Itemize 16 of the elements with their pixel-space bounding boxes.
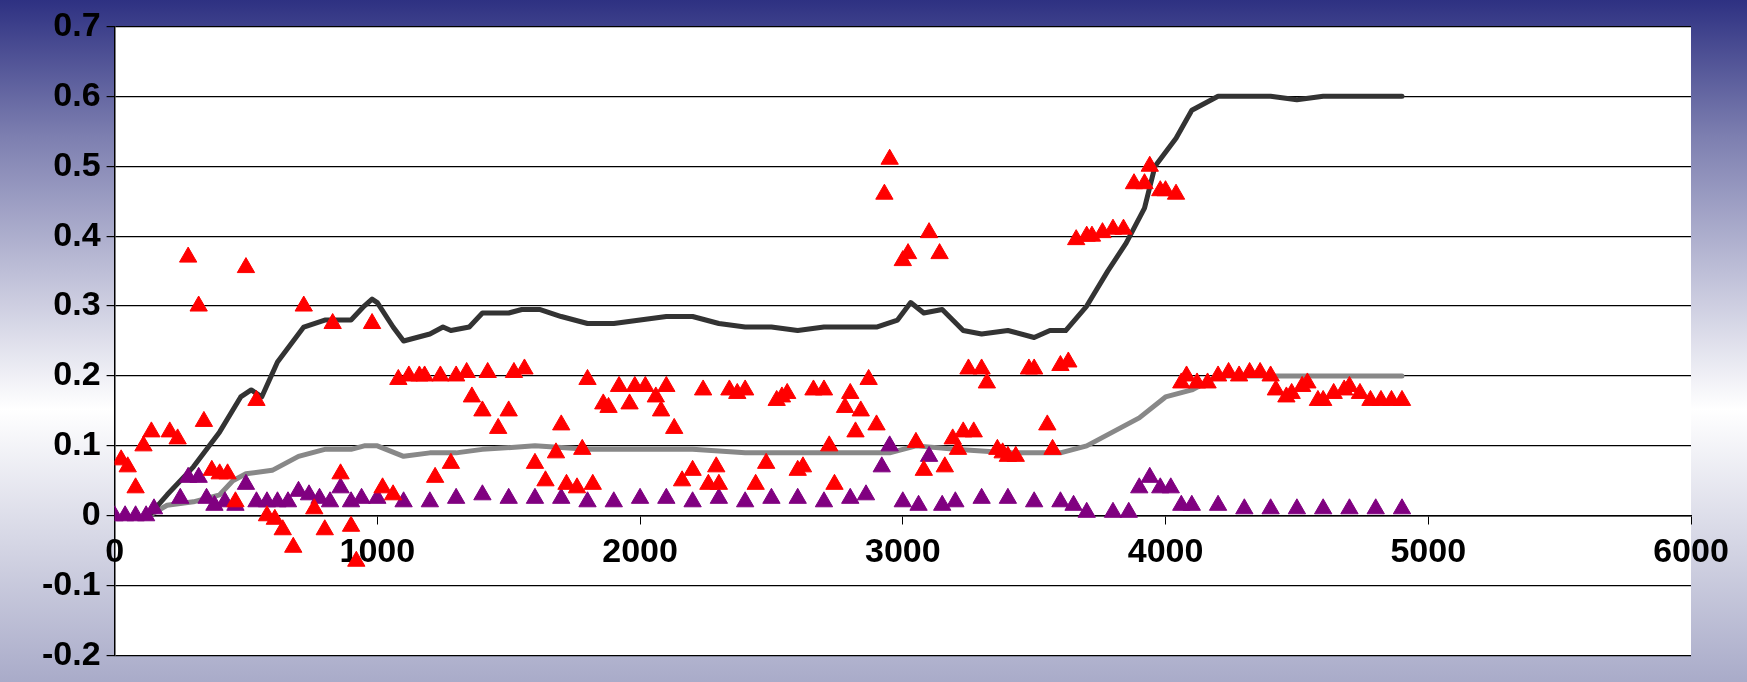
y-tick-label: 0.7 — [53, 4, 101, 43]
y-tick-label: 0.4 — [53, 214, 101, 253]
x-tick-label: 2000 — [602, 530, 678, 569]
y-tick-label: -0.1 — [41, 564, 101, 603]
y-tick-label: -0.2 — [41, 633, 101, 672]
y-tick-label: 0.5 — [53, 144, 101, 183]
x-tick-label: 4000 — [1127, 530, 1204, 569]
y-tick-label: 0 — [81, 494, 101, 533]
x-tick-label: 5000 — [1390, 530, 1467, 569]
y-tick-label: 0.6 — [53, 74, 101, 113]
y-tick-label: 0.3 — [53, 284, 101, 323]
x-tick-label: 6000 — [1653, 530, 1729, 569]
x-tick-label: 1000 — [339, 530, 416, 569]
x-tick-label: 3000 — [864, 530, 941, 569]
y-tick-label: 0.1 — [53, 424, 101, 463]
y-tick-label: 0.2 — [53, 354, 101, 393]
